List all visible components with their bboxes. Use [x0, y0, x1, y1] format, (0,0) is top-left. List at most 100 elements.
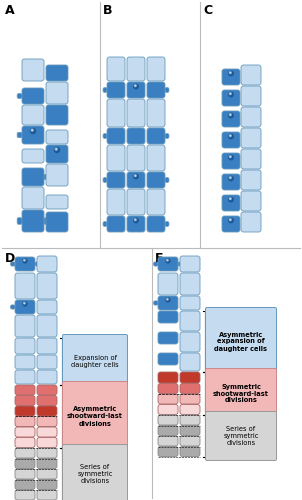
FancyBboxPatch shape	[46, 65, 68, 81]
FancyBboxPatch shape	[37, 480, 57, 490]
Circle shape	[229, 92, 233, 96]
FancyBboxPatch shape	[180, 446, 200, 456]
FancyBboxPatch shape	[154, 262, 158, 266]
FancyBboxPatch shape	[222, 111, 240, 127]
FancyBboxPatch shape	[15, 438, 35, 448]
Circle shape	[230, 72, 231, 74]
FancyBboxPatch shape	[15, 315, 35, 337]
Text: E: E	[155, 252, 163, 265]
FancyBboxPatch shape	[15, 490, 35, 500]
FancyBboxPatch shape	[241, 149, 261, 169]
Circle shape	[31, 129, 33, 131]
FancyBboxPatch shape	[180, 384, 200, 394]
Circle shape	[23, 259, 27, 263]
FancyBboxPatch shape	[107, 57, 125, 81]
Circle shape	[229, 155, 233, 160]
Circle shape	[166, 259, 170, 263]
FancyBboxPatch shape	[37, 469, 57, 479]
FancyBboxPatch shape	[147, 57, 165, 81]
FancyBboxPatch shape	[37, 396, 57, 406]
Circle shape	[24, 302, 25, 304]
FancyBboxPatch shape	[15, 338, 35, 354]
FancyBboxPatch shape	[222, 216, 240, 232]
FancyBboxPatch shape	[63, 334, 127, 388]
FancyBboxPatch shape	[44, 174, 49, 180]
FancyBboxPatch shape	[37, 438, 57, 448]
Circle shape	[134, 85, 136, 86]
Text: Series of
symmetric
divisions: Series of symmetric divisions	[77, 464, 113, 484]
FancyBboxPatch shape	[17, 94, 22, 98]
Circle shape	[134, 219, 136, 220]
FancyBboxPatch shape	[37, 448, 57, 458]
Circle shape	[229, 176, 233, 180]
Circle shape	[229, 71, 233, 76]
Circle shape	[134, 84, 138, 88]
FancyBboxPatch shape	[107, 128, 125, 144]
FancyBboxPatch shape	[180, 436, 200, 446]
FancyBboxPatch shape	[180, 273, 200, 295]
FancyBboxPatch shape	[15, 406, 35, 416]
Circle shape	[31, 128, 36, 134]
FancyBboxPatch shape	[37, 256, 57, 272]
FancyBboxPatch shape	[35, 262, 39, 266]
FancyBboxPatch shape	[222, 174, 240, 190]
Circle shape	[230, 135, 231, 136]
FancyBboxPatch shape	[22, 210, 44, 232]
Circle shape	[24, 260, 25, 261]
FancyBboxPatch shape	[147, 216, 165, 232]
FancyBboxPatch shape	[15, 257, 35, 271]
FancyBboxPatch shape	[241, 128, 261, 148]
FancyBboxPatch shape	[158, 353, 178, 365]
FancyBboxPatch shape	[127, 172, 145, 188]
FancyBboxPatch shape	[15, 416, 35, 426]
Circle shape	[229, 218, 233, 222]
FancyBboxPatch shape	[37, 490, 57, 500]
Circle shape	[23, 302, 27, 306]
FancyBboxPatch shape	[15, 385, 35, 395]
Circle shape	[229, 113, 233, 117]
FancyBboxPatch shape	[158, 332, 178, 344]
FancyBboxPatch shape	[15, 300, 35, 314]
FancyBboxPatch shape	[17, 218, 22, 224]
FancyBboxPatch shape	[241, 107, 261, 127]
FancyBboxPatch shape	[180, 394, 200, 404]
FancyBboxPatch shape	[15, 273, 35, 299]
FancyBboxPatch shape	[107, 145, 125, 171]
FancyBboxPatch shape	[127, 128, 145, 144]
FancyBboxPatch shape	[107, 172, 125, 188]
FancyBboxPatch shape	[158, 296, 178, 310]
Text: Symmetric
shootward-last
divisions: Symmetric shootward-last divisions	[213, 384, 269, 404]
FancyBboxPatch shape	[63, 382, 127, 452]
FancyBboxPatch shape	[37, 370, 57, 384]
Circle shape	[134, 175, 136, 176]
Circle shape	[167, 298, 168, 300]
FancyBboxPatch shape	[180, 372, 200, 383]
FancyBboxPatch shape	[37, 406, 57, 416]
FancyBboxPatch shape	[158, 372, 178, 383]
FancyBboxPatch shape	[180, 404, 200, 414]
FancyBboxPatch shape	[46, 82, 68, 104]
FancyBboxPatch shape	[158, 415, 178, 425]
FancyBboxPatch shape	[15, 469, 35, 479]
FancyBboxPatch shape	[158, 384, 178, 394]
FancyBboxPatch shape	[107, 216, 125, 232]
FancyBboxPatch shape	[37, 416, 57, 426]
FancyBboxPatch shape	[241, 65, 261, 85]
Text: C: C	[203, 4, 212, 17]
FancyBboxPatch shape	[205, 308, 277, 376]
FancyBboxPatch shape	[103, 178, 107, 182]
FancyBboxPatch shape	[37, 338, 57, 354]
FancyBboxPatch shape	[11, 305, 15, 309]
Circle shape	[230, 93, 231, 94]
FancyBboxPatch shape	[147, 82, 165, 98]
FancyBboxPatch shape	[107, 82, 125, 98]
FancyBboxPatch shape	[180, 353, 200, 371]
FancyBboxPatch shape	[180, 296, 200, 310]
FancyBboxPatch shape	[22, 105, 44, 125]
FancyBboxPatch shape	[22, 149, 44, 163]
Text: Asymmetric
shootward-last
divisions: Asymmetric shootward-last divisions	[67, 406, 123, 426]
FancyBboxPatch shape	[127, 189, 145, 215]
FancyBboxPatch shape	[22, 88, 44, 104]
FancyBboxPatch shape	[37, 427, 57, 437]
FancyBboxPatch shape	[154, 301, 158, 305]
